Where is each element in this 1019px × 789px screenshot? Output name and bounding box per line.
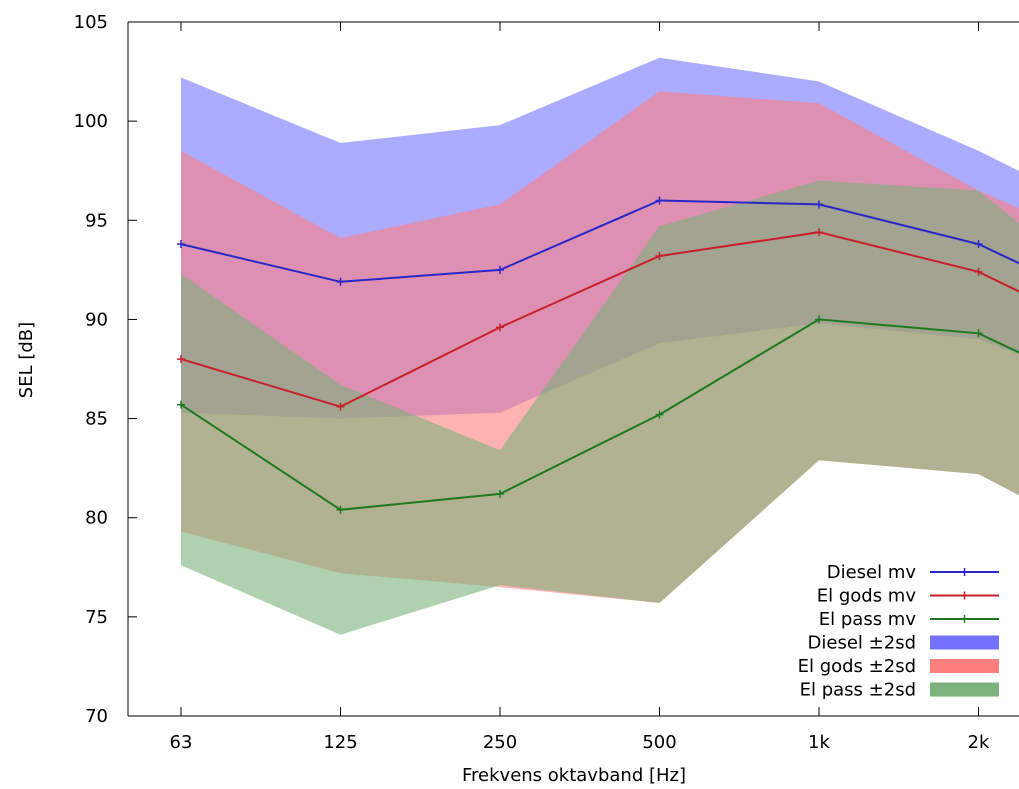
x-tick-label: 500 <box>642 732 676 753</box>
x-tick-label: 125 <box>323 732 357 753</box>
y-tick-label: 105 <box>74 12 108 33</box>
legend-item-el-gods-pm2sd: El gods ±2sd <box>798 656 999 677</box>
series-point-el-pass-mv <box>496 489 504 498</box>
band-el-pass-pm2sd <box>181 180 1019 635</box>
y-tick-label: 95 <box>85 210 108 231</box>
legend-item-el-pass-pm2sd: El pass ±2sd <box>800 680 999 701</box>
series-point-el-pass-mv <box>336 505 345 514</box>
ticks: 70 75 80 85 90 95 100 105 63 125 250 500 1k 2k <box>74 12 990 753</box>
series-point-diesel-mv <box>177 240 185 249</box>
y-tick-label: 75 <box>85 607 108 628</box>
series-point-diesel-mv <box>336 277 345 286</box>
legend-label: Diesel ±2sd <box>808 633 916 654</box>
series-point-diesel-mv <box>815 200 823 209</box>
series-point-el-pass-mv <box>974 329 983 338</box>
x-tick-label: 63 <box>170 732 193 753</box>
legend-band-swatch <box>930 659 999 673</box>
x-axis-label: Frekvens oktavband [Hz] <box>462 765 686 786</box>
legend-item-el-gods-mv: El gods mv <box>817 586 999 607</box>
series-point-diesel-mv <box>655 196 664 205</box>
series-point-el-gods-mv <box>496 323 504 332</box>
y-tick-label: 80 <box>85 508 108 529</box>
series-point-diesel-mv <box>974 240 983 249</box>
series-point-el-gods-mv <box>974 267 983 276</box>
series-point-el-gods-mv <box>177 355 185 364</box>
y-tick-label: 70 <box>85 706 108 727</box>
x-tick-label: 1k <box>808 732 830 753</box>
series-point-el-gods-mv <box>815 228 823 237</box>
legend-band-swatch <box>930 682 999 697</box>
series-point-el-pass-mv <box>177 400 185 409</box>
series-layer <box>177 196 1019 514</box>
y-tick-label: 85 <box>85 409 108 430</box>
series-point-el-gods-mv <box>336 402 345 411</box>
legend-label: El pass mv <box>819 609 917 630</box>
legend-item-diesel-mv: Diesel mv <box>827 562 999 583</box>
y-tick-label: 100 <box>74 111 108 132</box>
x-tick-label: 250 <box>483 732 517 753</box>
legend-label: El gods mv <box>817 586 917 607</box>
y-axis-label: SEL [dB] <box>16 322 37 398</box>
axes <box>127 21 1019 717</box>
series-point-diesel-mv <box>496 265 504 274</box>
legend-band-swatch <box>930 635 999 650</box>
legend-label: El gods ±2sd <box>798 656 916 677</box>
legend-item-diesel-pm2sd: Diesel ±2sd <box>808 633 999 654</box>
x-tick-label: 2k <box>968 732 990 753</box>
series-point-el-gods-mv <box>655 251 664 260</box>
series-point-el-pass-mv <box>655 410 664 419</box>
legend-label: Diesel mv <box>827 562 917 583</box>
band-layer <box>181 57 1019 635</box>
legend-item-el-pass-mv: El pass mv <box>819 609 999 630</box>
legend-label: El pass ±2sd <box>800 680 916 701</box>
series-point-el-pass-mv <box>815 315 823 324</box>
y-tick-label: 90 <box>85 309 108 330</box>
